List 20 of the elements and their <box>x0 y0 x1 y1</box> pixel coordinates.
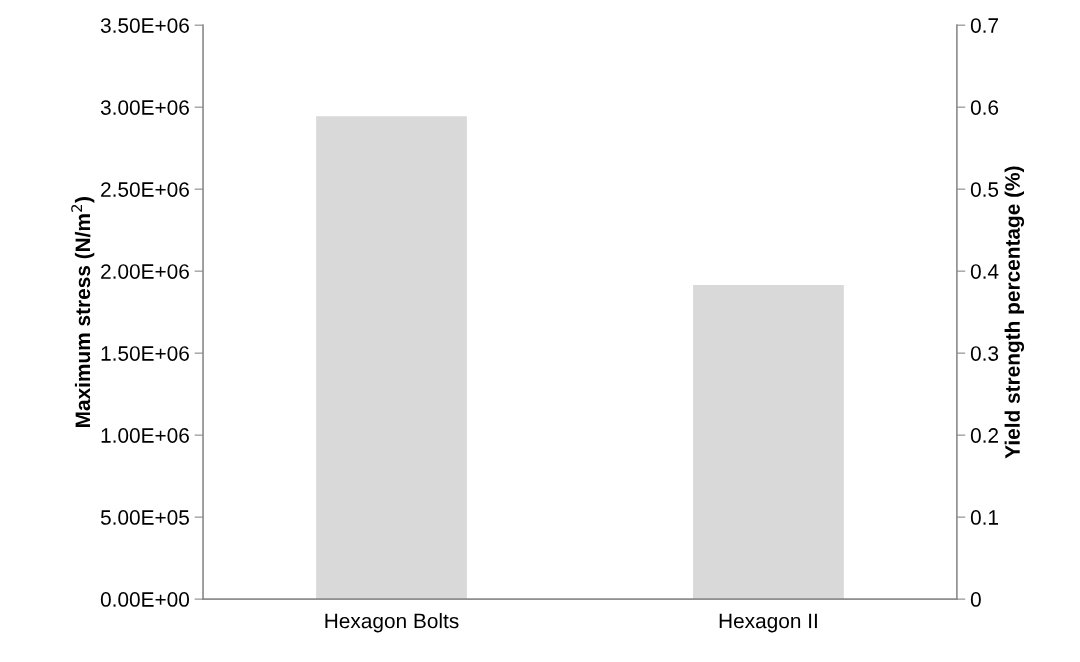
y2-tick-label: 0.7 <box>970 18 998 33</box>
y2-tick-label: 0.1 <box>970 510 999 525</box>
y2-tick-label: 0.2 <box>970 428 998 443</box>
y-tick-label: 2.00E+06 <box>101 264 189 279</box>
y-tick-label: 5.00E+05 <box>100 510 189 525</box>
x-tick-label: Hexagon Bolts <box>325 613 459 633</box>
y-axis-title: Maximum stress (N/m$^{2}$) <box>71 197 95 427</box>
y-tick-label: 1.50E+06 <box>101 346 189 361</box>
y2-tick-label: 0.3 <box>970 346 999 361</box>
y2-tick-label: 0 <box>970 592 981 607</box>
y2-tick-label: 0.6 <box>970 100 999 115</box>
y-tick-label: 0.00E+00 <box>100 592 190 607</box>
y2-tick-label: 0.4 <box>970 264 999 279</box>
y-tick-label: 1.00E+06 <box>101 428 189 443</box>
y-tick-label: 2.50E+06 <box>101 182 189 197</box>
y2-tick-label: 0.5 <box>970 182 999 197</box>
y2-axis-title: Yield strength percentage (%) <box>1004 166 1025 459</box>
y-tick-label: 3.50E+06 <box>100 18 189 33</box>
y-tick-label: 3.00E+06 <box>100 100 189 115</box>
x-tick-label: Hexagon II <box>719 613 817 633</box>
